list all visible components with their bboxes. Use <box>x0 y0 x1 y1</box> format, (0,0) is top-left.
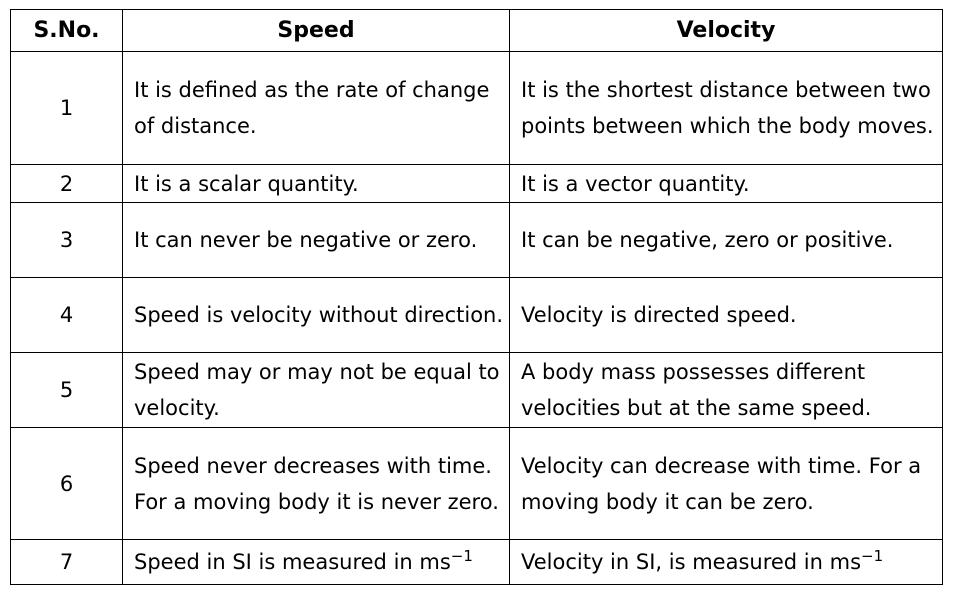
table-row: 5 Speed may or may not be equal to veloc… <box>10 352 943 428</box>
cell-sno: 2 <box>10 164 123 203</box>
table-row: 3 It can never be negative or zero. It c… <box>10 202 943 278</box>
table-row: 1 It is defined as the rate of change of… <box>10 51 943 165</box>
header-velocity: Velocity <box>509 9 943 52</box>
velocity-unit-text: Velocity in SI, is measured in ms <box>521 550 862 574</box>
table-row: 2 It is a scalar quantity. It is a vecto… <box>10 164 943 203</box>
cell-sno: 3 <box>10 202 123 278</box>
cell-speed: It can never be negative or zero. <box>122 202 510 278</box>
table-row: 6 Speed never decreases with time. For a… <box>10 427 943 540</box>
table-row: 7 Speed in SI is measured in ms−1 Veloci… <box>10 539 943 585</box>
cell-speed: Speed is velocity without direction. <box>122 277 510 353</box>
cell-sno: 6 <box>10 427 123 540</box>
cell-speed: Speed may or may not be equal to velocit… <box>122 352 510 428</box>
header-sno: S.No. <box>10 9 123 52</box>
cell-velocity: It is a vector quantity. <box>509 164 943 203</box>
header-row: S.No. Speed Velocity <box>10 9 943 52</box>
cell-speed: Speed in SI is measured in ms−1 <box>122 539 510 585</box>
cell-speed: It is a scalar quantity. <box>122 164 510 203</box>
cell-velocity: It can be negative, zero or positive. <box>509 202 943 278</box>
header-speed: Speed <box>122 9 510 52</box>
comparison-table: S.No. Speed Velocity 1 It is defined as … <box>10 9 943 585</box>
cell-sno: 7 <box>10 539 123 585</box>
cell-sno: 5 <box>10 352 123 428</box>
velocity-unit-exponent: −1 <box>861 547 884 565</box>
table-row: 4 Speed is velocity without direction. V… <box>10 277 943 353</box>
cell-velocity: A body mass possesses different velociti… <box>509 352 943 428</box>
cell-sno: 4 <box>10 277 123 353</box>
cell-velocity: Velocity in SI, is measured in ms−1 <box>509 539 943 585</box>
speed-unit-exponent: −1 <box>450 547 473 565</box>
cell-speed: It is defined as the rate of change of d… <box>122 51 510 165</box>
cell-velocity: It is the shortest distance between two … <box>509 51 943 165</box>
cell-velocity: Velocity is directed speed. <box>509 277 943 353</box>
cell-speed: Speed never decreases with time. For a m… <box>122 427 510 540</box>
speed-unit-text: Speed in SI is measured in ms <box>134 550 451 574</box>
cell-velocity: Velocity can decrease with time. For a m… <box>509 427 943 540</box>
cell-sno: 1 <box>10 51 123 165</box>
